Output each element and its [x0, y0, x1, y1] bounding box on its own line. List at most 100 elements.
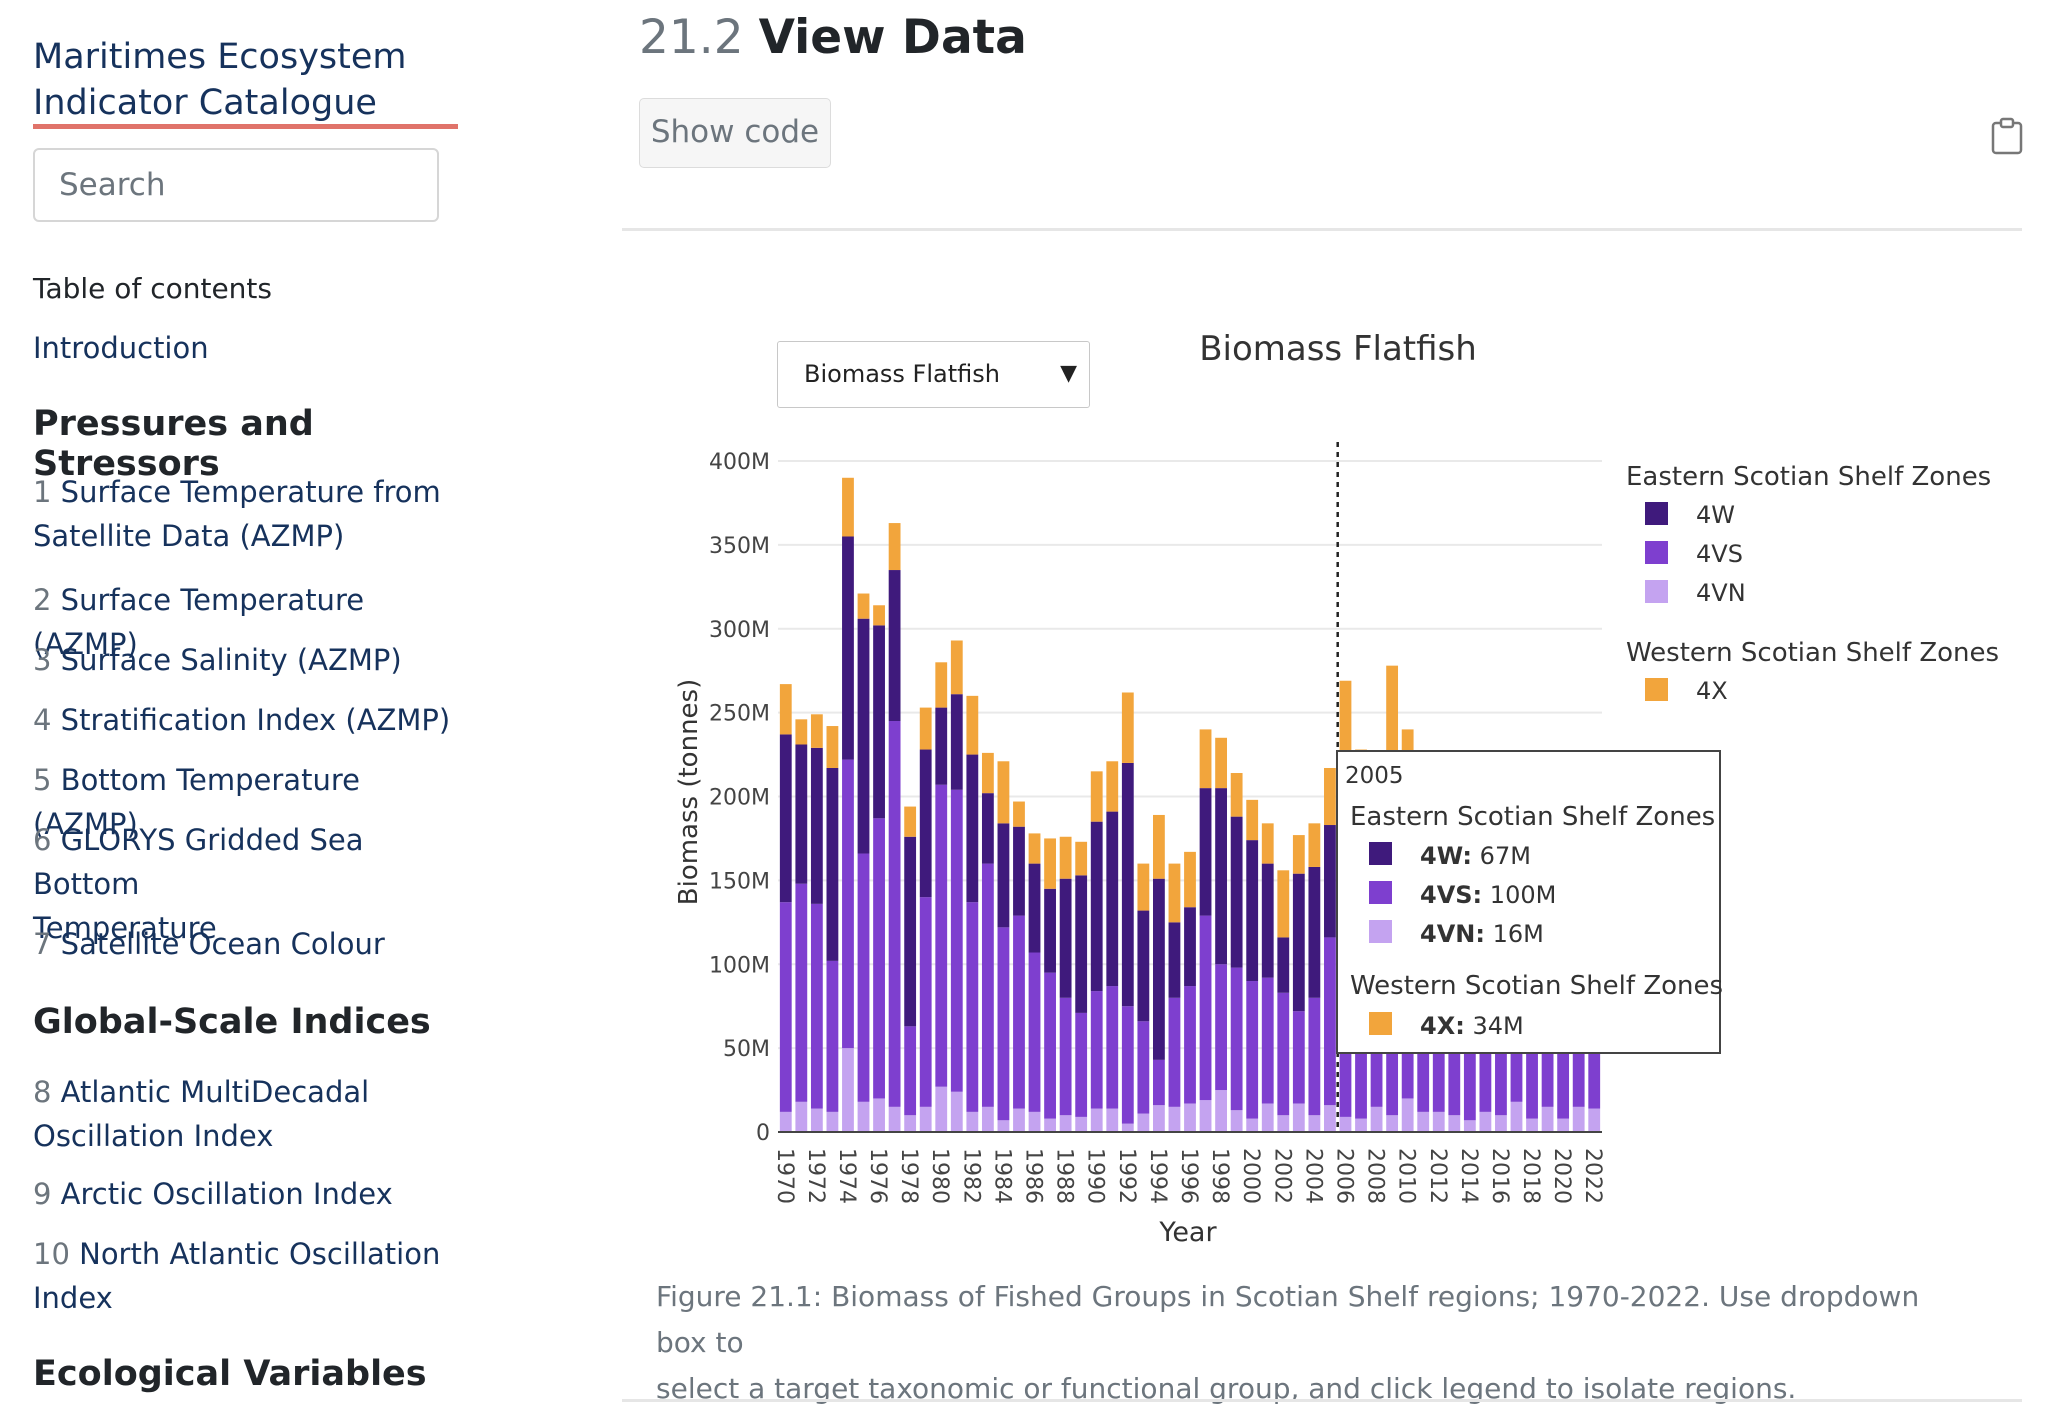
bar-4vn-1989[interactable] [1075, 1116, 1088, 1132]
sidebar-item-3[interactable]: 3 Surface Salinity (AZMP) [33, 638, 463, 682]
bar-4vs-1973[interactable] [826, 960, 839, 1112]
bar-4vn-2016[interactable] [1495, 1115, 1507, 1132]
bar-4vn-2009[interactable] [1386, 1115, 1399, 1132]
bar-4vs-2002[interactable] [1277, 992, 1290, 1116]
bar-4x-1997[interactable] [1199, 729, 1212, 789]
bar-4vs-2004[interactable] [1308, 997, 1321, 1116]
bar-4vs-1974[interactable] [842, 759, 854, 1049]
bar-4vn-1983[interactable] [981, 1106, 994, 1132]
clipboard-icon[interactable] [1990, 117, 2024, 155]
bar-4vn-1997[interactable] [1199, 1100, 1212, 1132]
bar-4w-1995[interactable] [1168, 922, 1181, 998]
sidebar-item-6[interactable]: 6 GLORYS Gridded Sea Bottom Temperature [33, 818, 463, 950]
bar-4vn-2019[interactable] [1541, 1106, 1554, 1132]
bar-4x-1993[interactable] [1137, 863, 1150, 911]
bar-4vs-1999[interactable] [1230, 967, 1243, 1111]
bar-4vn-1988[interactable] [1059, 1115, 1072, 1132]
bar-4vn-1999[interactable] [1230, 1110, 1243, 1132]
bar-4w-1985[interactable] [1013, 826, 1025, 916]
bar-4vn-1974[interactable] [842, 1048, 854, 1132]
bar-4x-2002[interactable] [1277, 870, 1290, 938]
bar-4w-1998[interactable] [1215, 788, 1228, 965]
sidebar-item-1[interactable]: 1 Surface Temperature from Satellite Dat… [33, 470, 463, 558]
bar-4vs-1991[interactable] [1106, 986, 1119, 1109]
bar-4vn-1984[interactable] [997, 1120, 1010, 1132]
sidebar-item-4[interactable]: 4 Stratification Index (AZMP) [33, 698, 463, 742]
bar-4vs-1997[interactable] [1199, 915, 1212, 1101]
legend-item-4x[interactable]: 4X [1645, 677, 1728, 705]
bar-4vn-1981[interactable] [950, 1091, 963, 1132]
bar-4x-2003[interactable] [1292, 835, 1305, 874]
bar-4w-1989[interactable] [1075, 875, 1088, 1013]
bar-4vs-1976[interactable] [873, 818, 885, 1099]
bar-4x-1982[interactable] [966, 695, 979, 755]
site-brand-link[interactable]: Maritimes Ecosystem Indicator Catalogue [33, 34, 453, 126]
bar-4vs-1998[interactable] [1215, 964, 1228, 1091]
bar-4w-1978[interactable] [904, 836, 917, 1027]
bar-4x-1975[interactable] [857, 593, 870, 619]
search-input[interactable]: Search [33, 148, 439, 222]
bar-4vn-2014[interactable] [1463, 1120, 1476, 1132]
bar-4x-1999[interactable] [1230, 773, 1243, 817]
bar-4vs-1981[interactable] [950, 789, 963, 1092]
bar-4vn-2006[interactable] [1339, 1116, 1352, 1132]
bar-4w-1981[interactable] [950, 694, 963, 790]
bar-4vs-1992[interactable] [1121, 1006, 1134, 1124]
bar-4x-1981[interactable] [950, 640, 963, 695]
bar-4vs-1971[interactable] [795, 883, 808, 1102]
bar-4x-2004[interactable] [1308, 823, 1321, 867]
bar-4x-1984[interactable] [997, 761, 1010, 824]
bar-4x-1977[interactable] [888, 523, 901, 571]
bar-4vn-2022[interactable] [1588, 1108, 1601, 1132]
bar-4x-1971[interactable] [795, 719, 808, 745]
bar-4vn-2010[interactable] [1401, 1098, 1414, 1132]
sidebar-item-2[interactable]: 2 Surface Temperature (AZMP) [33, 578, 463, 666]
sidebar-item-9[interactable]: 9 Arctic Oscillation Index [33, 1172, 463, 1216]
bar-4vs-1970[interactable] [779, 902, 792, 1112]
bar-4vn-1971[interactable] [795, 1101, 808, 1132]
bar-4vs-1979[interactable] [919, 897, 932, 1107]
bar-4x-1989[interactable] [1075, 841, 1088, 876]
bar-4x-2001[interactable] [1261, 823, 1274, 864]
bar-4vn-1977[interactable] [888, 1106, 901, 1132]
bar-4w-1994[interactable] [1152, 878, 1165, 1060]
bar-4w-2005[interactable] [1324, 825, 1336, 938]
bar-4x-1979[interactable] [919, 707, 932, 750]
bar-4vn-2020[interactable] [1557, 1118, 1570, 1132]
bar-4vn-2007[interactable] [1355, 1118, 1367, 1132]
bar-4vs-1972[interactable] [810, 903, 823, 1109]
bar-4vn-1978[interactable] [904, 1115, 917, 1132]
bar-4vn-1973[interactable] [826, 1111, 839, 1132]
bar-4vn-2017[interactable] [1510, 1101, 1523, 1132]
sidebar-item-introduction[interactable]: Introduction [33, 331, 209, 365]
bar-4vs-1989[interactable] [1075, 1012, 1088, 1117]
bar-4x-1998[interactable] [1215, 737, 1228, 789]
bar-4vs-1985[interactable] [1013, 915, 1025, 1109]
bar-4vn-2000[interactable] [1246, 1118, 1259, 1132]
bar-4vn-1979[interactable] [919, 1106, 932, 1132]
bar-4vn-1982[interactable] [966, 1111, 979, 1132]
bar-4x-1978[interactable] [904, 806, 917, 837]
show-code-button[interactable]: Show code [639, 98, 831, 168]
bar-4vn-2008[interactable] [1370, 1106, 1383, 1132]
bar-4w-1982[interactable] [966, 754, 979, 903]
bar-4vs-1975[interactable] [857, 853, 870, 1102]
bar-4vn-1995[interactable] [1168, 1106, 1181, 1132]
bar-4vs-2003[interactable] [1292, 1011, 1305, 1104]
bar-4vs-1978[interactable] [904, 1026, 917, 1116]
bar-4vn-1985[interactable] [1013, 1108, 1025, 1132]
bar-4vs-1993[interactable] [1137, 1021, 1150, 1114]
bar-4x-1972[interactable] [810, 714, 823, 748]
bar-4vs-1982[interactable] [966, 902, 979, 1112]
bar-4w-1974[interactable] [842, 536, 854, 760]
bar-4x-1970[interactable] [779, 684, 792, 735]
bar-4x-1990[interactable] [1090, 771, 1103, 822]
bar-4vn-1987[interactable] [1044, 1118, 1056, 1132]
bar-4w-1972[interactable] [810, 747, 823, 904]
legend-item-4w[interactable]: 4W [1645, 501, 1735, 529]
bar-4x-1992[interactable] [1121, 692, 1134, 763]
bar-4w-2003[interactable] [1292, 873, 1305, 1012]
bar-4w-1991[interactable] [1106, 811, 1119, 987]
bar-4x-2006[interactable] [1339, 680, 1352, 782]
bar-4w-1975[interactable] [857, 618, 870, 854]
